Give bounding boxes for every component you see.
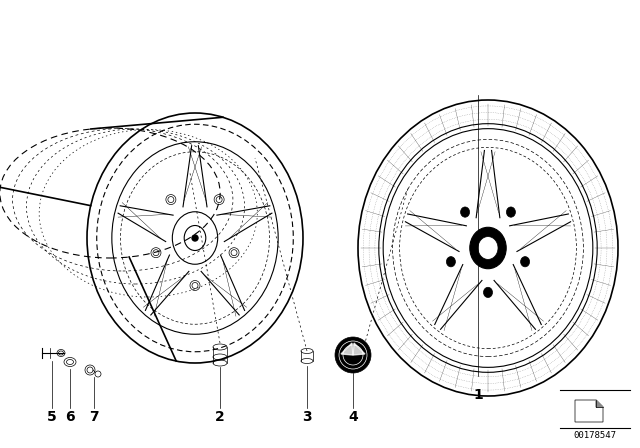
Polygon shape [575,400,603,422]
Ellipse shape [506,207,515,217]
Ellipse shape [478,237,498,259]
Text: 2: 2 [215,410,225,424]
Circle shape [192,235,198,241]
Text: 6: 6 [65,410,75,424]
Text: 3: 3 [302,410,312,424]
Ellipse shape [483,287,493,297]
Text: 1: 1 [473,388,483,402]
Polygon shape [353,343,365,355]
Text: 00178547: 00178547 [573,431,616,440]
Text: 4: 4 [348,410,358,424]
Ellipse shape [447,257,456,267]
Circle shape [335,337,371,373]
Ellipse shape [470,227,506,269]
Polygon shape [341,343,353,355]
Ellipse shape [461,207,470,217]
Ellipse shape [520,257,529,267]
Polygon shape [596,400,603,407]
Text: 7: 7 [89,410,99,424]
Text: 5: 5 [47,410,57,424]
